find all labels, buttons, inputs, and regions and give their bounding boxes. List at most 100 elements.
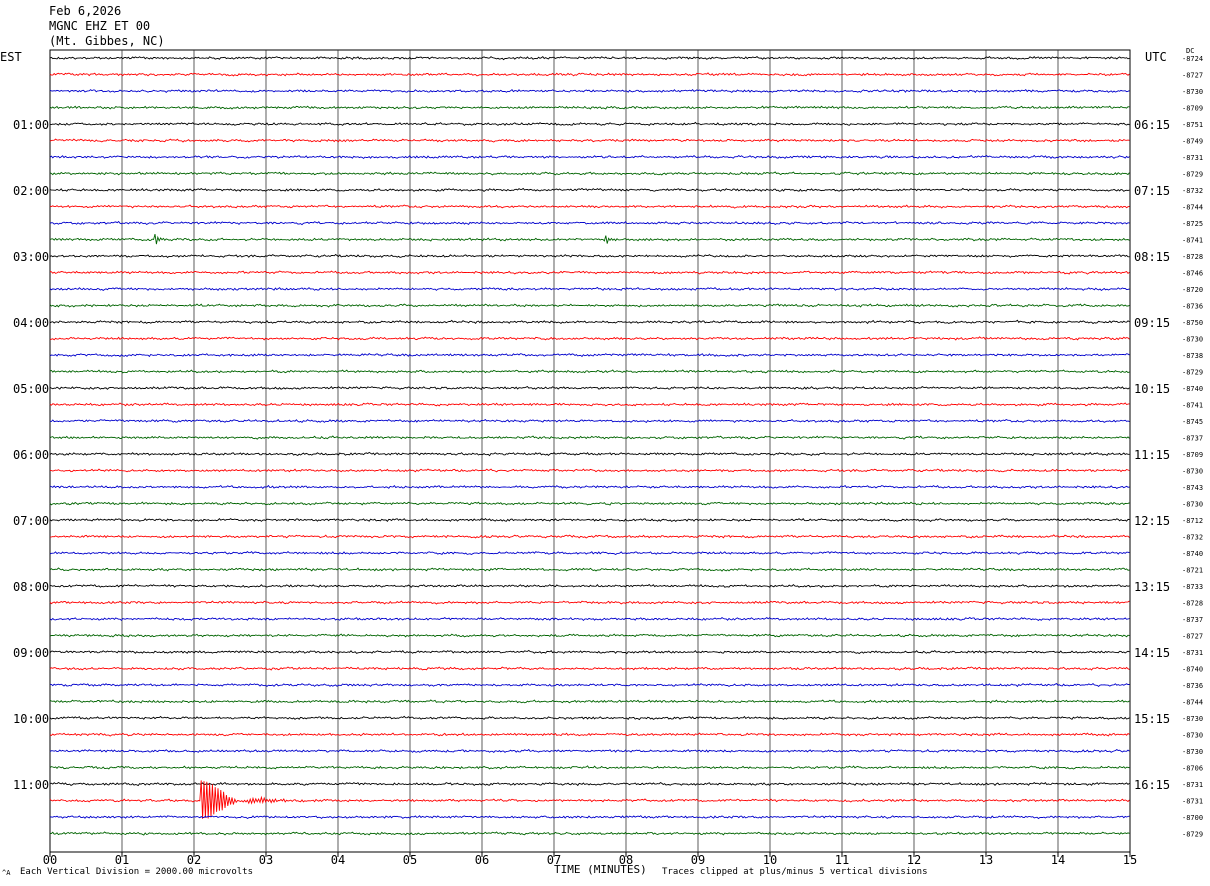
left-hour-label: 08:00: [13, 580, 49, 594]
dc-offset-label: -8741: [1182, 402, 1203, 410]
trace-line: [49, 814, 1130, 820]
dc-offset-label: -8730: [1182, 748, 1203, 756]
dc-offset-label: -8751: [1182, 121, 1203, 129]
dc-offset-label: -8729: [1182, 831, 1203, 839]
dc-offset-label: -8731: [1182, 154, 1203, 162]
x-tick-label: 11: [835, 853, 849, 867]
trace-line: [49, 550, 1130, 556]
dc-offset-label: -8745: [1182, 418, 1203, 426]
right-hour-label: 15:15: [1134, 712, 1170, 726]
dc-offset-label: -8737: [1182, 435, 1203, 443]
trace-line: [49, 616, 1130, 622]
trace-line: [49, 468, 1130, 473]
trace-line: [49, 781, 1130, 787]
trace-line: [49, 270, 1130, 275]
trace-line: [49, 732, 1130, 737]
trace-line: [49, 88, 1130, 94]
dc-offset-label: -8730: [1182, 88, 1203, 96]
dc-offset-label: -8729: [1182, 171, 1203, 179]
dc-offset-label: -8709: [1182, 105, 1203, 113]
trace-line: [49, 451, 1130, 457]
right-hour-label: 13:15: [1134, 580, 1170, 594]
trace-line: [49, 600, 1130, 605]
dc-offset-label: -8732: [1182, 534, 1203, 542]
trace-line: [49, 319, 1130, 325]
trace-line: [49, 780, 1130, 819]
trace-line: [49, 286, 1130, 291]
left-hour-label: 07:00: [13, 514, 49, 528]
trace-line: [49, 649, 1130, 655]
trace-line: [49, 402, 1130, 407]
trace-line: [49, 233, 1130, 245]
dc-offset-label: -8727: [1182, 633, 1203, 641]
dc-offset-label: -8727: [1182, 72, 1203, 80]
dc-offset-label: -8730: [1182, 715, 1203, 723]
right-hour-label: 16:15: [1134, 778, 1170, 792]
dc-offset-label: -8741: [1182, 237, 1203, 245]
dc-offset-label: -8737: [1182, 616, 1203, 624]
left-hour-label: 01:00: [13, 118, 49, 132]
trace-line: [49, 765, 1130, 770]
dc-offset-label: -8706: [1182, 765, 1203, 773]
x-tick-label: 10: [763, 853, 777, 867]
trace-line: [49, 187, 1130, 193]
left-timezone-label: EST: [0, 50, 22, 64]
left-hour-label: 06:00: [13, 448, 49, 462]
left-hour-label: 04:00: [13, 316, 49, 330]
trace-line: [49, 633, 1130, 638]
scale-note: Each Vertical Division = 2000.00 microvo…: [20, 867, 253, 877]
corner-mark: ^A: [2, 869, 11, 877]
trace-line: [49, 666, 1130, 671]
dc-offset-label: -8730: [1182, 732, 1203, 740]
clip-note: Traces clipped at plus/minus 5 vertical …: [662, 867, 928, 877]
trace-line: [50, 683, 1130, 688]
left-hour-label: 02:00: [13, 184, 49, 198]
dc-offset-label: -8731: [1182, 798, 1203, 806]
header-location: (Mt. Gibbes, NC): [49, 34, 165, 48]
dc-offset-label: -8736: [1182, 303, 1203, 311]
plot-frame: [49, 49, 1131, 853]
dc-offset-label: -8730: [1182, 336, 1203, 344]
right-hour-label: 12:15: [1134, 514, 1170, 528]
trace-line: [49, 220, 1130, 226]
dc-offset-label: -8750: [1182, 319, 1203, 327]
dc-offset-label: -8731: [1182, 781, 1203, 789]
right-hour-label: 08:15: [1134, 250, 1170, 264]
trace-line: [49, 55, 1130, 61]
x-tick-label: 01: [115, 853, 129, 867]
dc-offset-label: -8740: [1182, 666, 1203, 674]
trace-line: [49, 435, 1130, 440]
x-tick-label: 07: [547, 853, 561, 867]
trace-line: [49, 748, 1130, 754]
left-hour-label: 10:00: [13, 712, 49, 726]
dc-offset-label: -8732: [1182, 187, 1203, 195]
trace-line: [49, 336, 1130, 341]
x-tick-label: 02: [187, 853, 201, 867]
trace-line: [49, 105, 1130, 110]
dc-offset-label: -8709: [1182, 451, 1203, 459]
dc-offset-label: -8730: [1182, 468, 1203, 476]
dc-offset-label: -8730: [1182, 501, 1203, 509]
dc-offset-label: -8744: [1182, 204, 1203, 212]
left-hour-label: 11:00: [13, 778, 49, 792]
dc-offset-label: -8740: [1182, 385, 1203, 393]
left-hour-label: 09:00: [13, 646, 49, 660]
trace-line: [49, 534, 1130, 539]
x-tick-label: 12: [907, 853, 921, 867]
dc-offset-label: -8749: [1182, 138, 1203, 146]
dc-offset-label: -8728: [1182, 600, 1203, 608]
trace-line: [49, 353, 1130, 358]
dc-offset-label: -8724: [1182, 55, 1203, 63]
x-tick-label: 08: [619, 853, 633, 867]
dc-offset-label: -8738: [1182, 352, 1203, 360]
trace-line: [49, 369, 1130, 374]
x-tick-label: 09: [691, 853, 705, 867]
dc-offset-label: -8728: [1182, 253, 1203, 261]
x-tick-label: 13: [979, 853, 993, 867]
trace-line: [49, 583, 1130, 588]
dc-offset-label: -8721: [1182, 567, 1203, 575]
dc-offset-label: -8736: [1182, 682, 1203, 690]
trace-line: [49, 517, 1130, 523]
trace-line: [49, 418, 1130, 424]
